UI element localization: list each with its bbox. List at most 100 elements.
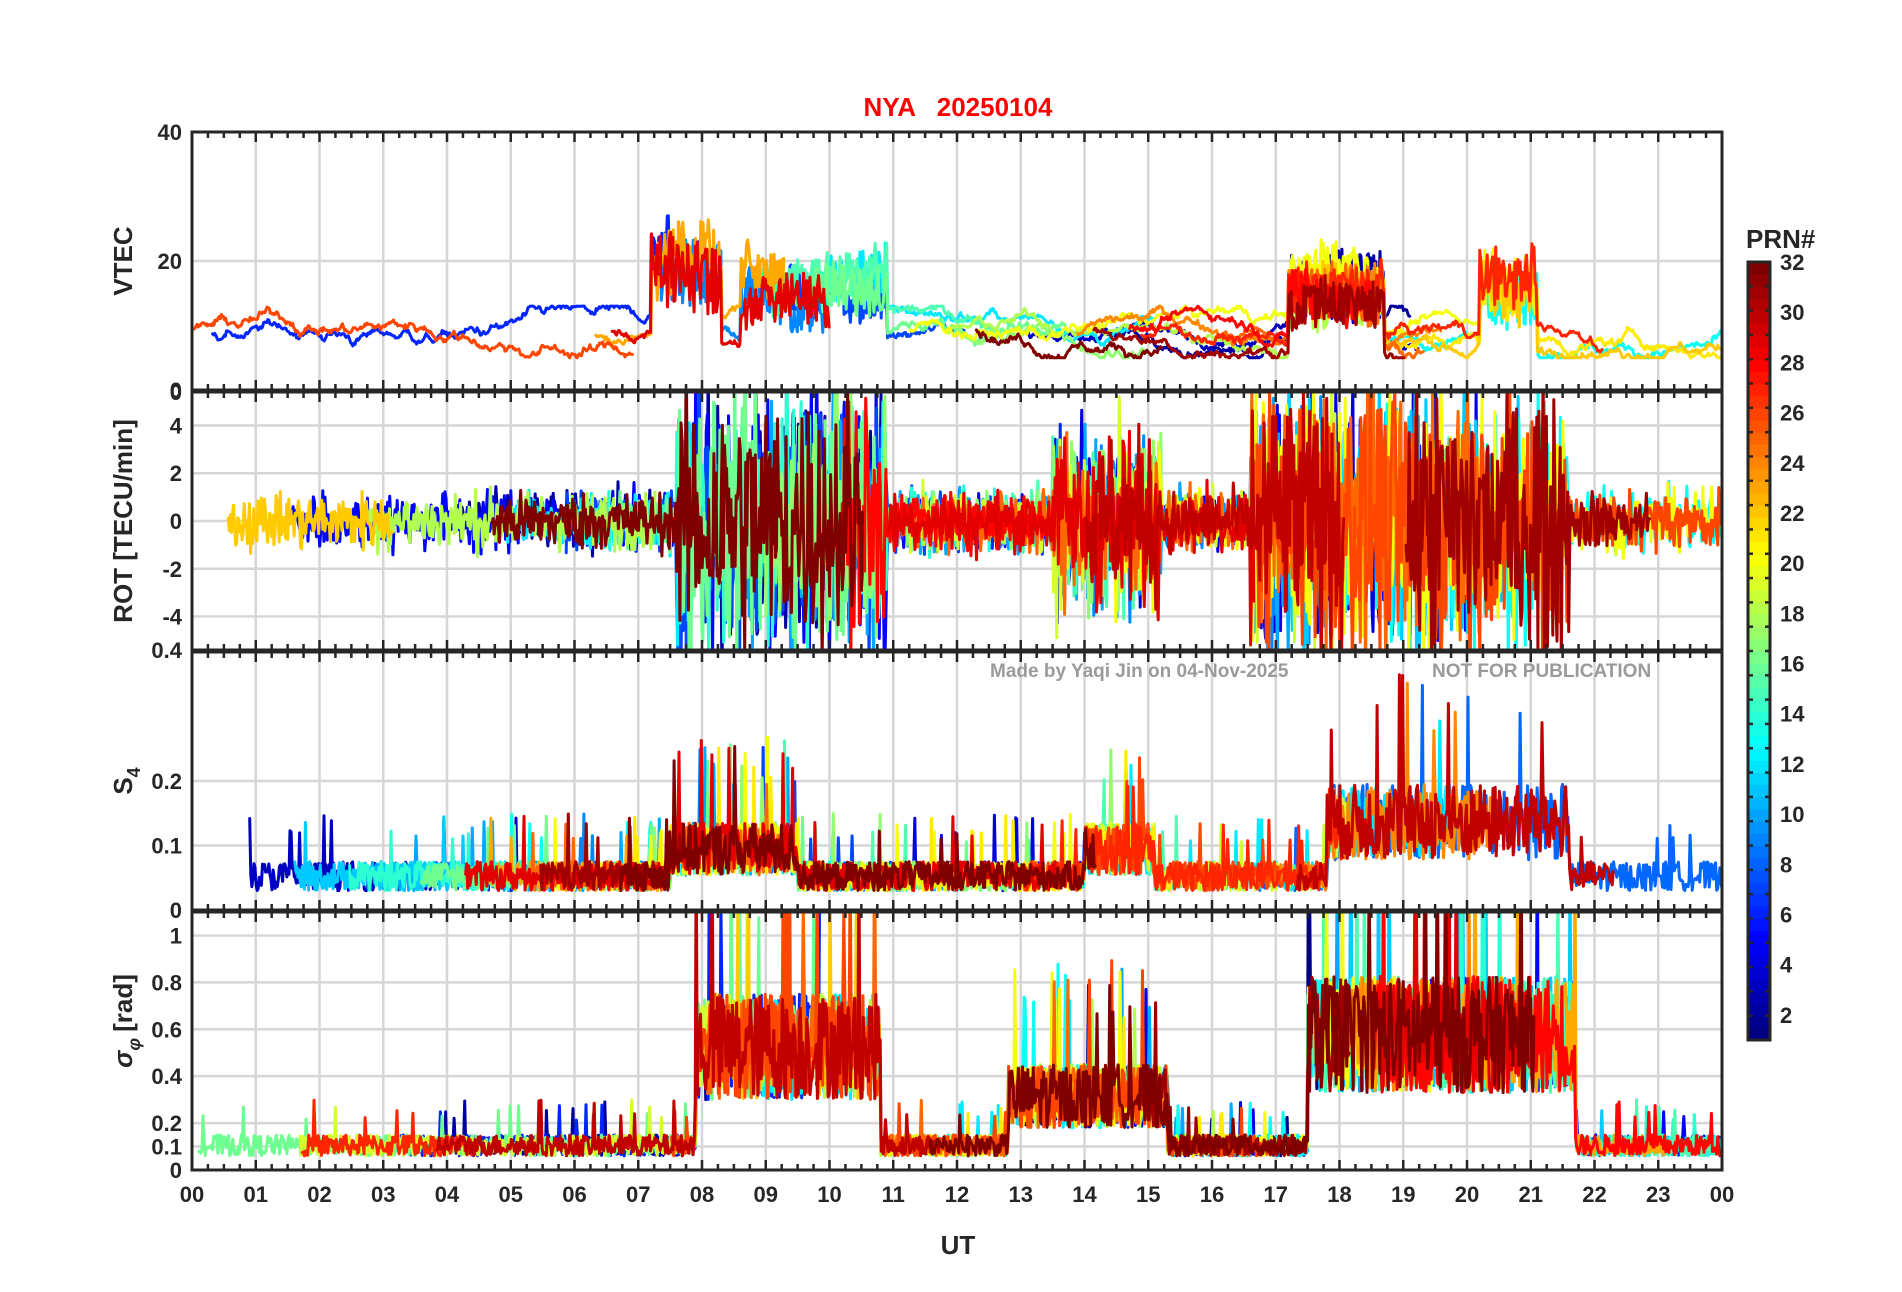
colorbar-segment bbox=[1748, 699, 1770, 713]
s4-prn-30-line bbox=[1294, 673, 1615, 892]
colorbar-segment bbox=[1748, 821, 1770, 834]
x-tick-label: 03 bbox=[371, 1182, 395, 1207]
colorbar-segment bbox=[1748, 906, 1770, 919]
sigma_phi-y-tick-label: 1 bbox=[170, 923, 182, 948]
colorbar-segment bbox=[1748, 505, 1770, 518]
s4-y-tick-label: 0 bbox=[170, 898, 182, 923]
vtec-prn-26-line bbox=[192, 305, 634, 360]
colorbar-segment bbox=[1748, 444, 1770, 457]
x-tick-label: 04 bbox=[435, 1182, 460, 1207]
colorbar-segment bbox=[1748, 991, 1770, 1005]
colorbar-segment bbox=[1748, 322, 1770, 336]
colorbar-segment bbox=[1748, 590, 1770, 603]
colorbar-segment bbox=[1748, 784, 1770, 798]
sigma-phi-y-axis-label: σφ[rad] bbox=[108, 974, 144, 1068]
panel-sigma_phi: 00.10.2 0.4 0.6 0.8 1 σφ[rad] bbox=[108, 910, 1724, 1183]
colorbar-segment bbox=[1748, 262, 1770, 275]
watermark-author: Made by Yaqi Jin on 04-Nov-2025 bbox=[990, 661, 1289, 682]
x-tick-label: 09 bbox=[754, 1182, 778, 1207]
colorbar-tick-label: 24 bbox=[1780, 451, 1805, 476]
colorbar-tick-label: 30 bbox=[1780, 300, 1804, 325]
vtec-y-tick-label: 0 bbox=[170, 378, 182, 403]
colorbar-segment bbox=[1748, 760, 1770, 774]
colorbar-segment bbox=[1748, 614, 1770, 628]
colorbar-tick-label: 4 bbox=[1780, 953, 1793, 978]
s4-y-axis-label: S4 bbox=[108, 767, 144, 794]
colorbar-segment bbox=[1748, 942, 1770, 956]
colorbar-segment bbox=[1748, 930, 1770, 944]
colorbar-tick-label: 12 bbox=[1780, 752, 1804, 777]
s4-prn-32-line bbox=[619, 745, 1097, 892]
x-tick-label: 08 bbox=[690, 1182, 714, 1207]
colorbar-tick-label: 28 bbox=[1780, 350, 1804, 375]
colorbar-segment bbox=[1748, 967, 1770, 980]
x-tick-label: 21 bbox=[1519, 1182, 1543, 1207]
sigma_phi-series-group bbox=[197, 912, 1722, 1158]
colorbar-title: PRN# bbox=[1746, 224, 1816, 254]
colorbar-segment bbox=[1748, 663, 1770, 676]
x-tick-label: 16 bbox=[1200, 1182, 1224, 1207]
rot-y-tick-label: -2 bbox=[162, 557, 182, 582]
colorbar-segment bbox=[1748, 796, 1770, 810]
colorbar-tick-label: 6 bbox=[1780, 903, 1792, 928]
vtec-prn-15-line bbox=[760, 241, 1002, 336]
vtec-series-group bbox=[192, 214, 1722, 360]
colorbar-segment bbox=[1748, 833, 1770, 846]
colorbar-segment bbox=[1748, 371, 1770, 385]
colorbar-segment bbox=[1748, 395, 1770, 409]
panel-rot: 0.4 -4 -2 0 2 4 0 ROT [TECU/min] bbox=[108, 380, 1724, 663]
s4-series-group bbox=[248, 673, 1722, 893]
sigma_phi-y-tick-label: 0 bbox=[170, 1158, 182, 1183]
x-tick-label: 22 bbox=[1582, 1182, 1606, 1207]
colorbar-tick-label: 10 bbox=[1780, 802, 1804, 827]
colorbar-tick-label: 22 bbox=[1780, 501, 1804, 526]
s4-y-tick-label: 0.1 bbox=[151, 834, 182, 859]
x-tick-label: 15 bbox=[1136, 1182, 1160, 1207]
colorbar-segment bbox=[1748, 894, 1770, 907]
colorbar-segment bbox=[1748, 553, 1770, 567]
rot-y-axis-label: ROT [TECU/min] bbox=[108, 419, 138, 623]
colorbar-segment bbox=[1748, 809, 1770, 822]
colorbar-tick-label: 26 bbox=[1780, 401, 1804, 426]
x-tick-label: 06 bbox=[562, 1182, 586, 1207]
x-tick-label: 17 bbox=[1264, 1182, 1288, 1207]
rot-y-tick-label: 4 bbox=[170, 413, 183, 438]
rot-y-tick-label: 2 bbox=[170, 461, 182, 486]
sigma_phi-y-tick-label: 0.1 bbox=[151, 1135, 182, 1160]
rot-y-tick-label: 0 bbox=[170, 509, 182, 534]
colorbar-segment bbox=[1748, 626, 1770, 640]
colorbar-segment bbox=[1748, 675, 1770, 688]
colorbar-segment bbox=[1748, 881, 1770, 895]
colorbar-segment bbox=[1748, 748, 1770, 761]
colorbar-segment bbox=[1748, 651, 1770, 664]
colorbar-tick-label: 20 bbox=[1780, 551, 1804, 576]
vtec-prn-6-line bbox=[211, 214, 673, 348]
colorbar-tick-label: 16 bbox=[1780, 652, 1804, 677]
colorbar-segment bbox=[1748, 286, 1770, 299]
colorbar-segment bbox=[1748, 687, 1770, 701]
colorbar-segment bbox=[1748, 541, 1770, 555]
rot-prn-32-line bbox=[490, 392, 864, 650]
colorbar-tick-label: 14 bbox=[1780, 702, 1805, 727]
colorbar-segment bbox=[1748, 1027, 1770, 1041]
watermark-notice: NOT FOR PUBLICATION bbox=[1432, 661, 1651, 682]
colorbar-segment bbox=[1748, 347, 1770, 360]
sigma_phi-y-tick-label: 0.4 bbox=[151, 1064, 182, 1089]
x-tick-label: 14 bbox=[1072, 1182, 1097, 1207]
colorbar-segment bbox=[1748, 565, 1770, 579]
colorbar-segment bbox=[1748, 918, 1770, 932]
x-tick-label: 19 bbox=[1391, 1182, 1415, 1207]
colorbar-segment bbox=[1748, 723, 1770, 737]
colorbar-segment bbox=[1748, 407, 1770, 421]
sigma_phi-y-tick-label: 0.8 bbox=[151, 970, 182, 995]
sigma_phi-prn-32-line bbox=[928, 912, 1536, 1158]
rot-y-tick-label: -4 bbox=[162, 605, 182, 630]
colorbar-segment bbox=[1748, 1015, 1770, 1029]
panel-s4: 0 0.1 0.2 S4 bbox=[108, 650, 1724, 923]
colorbar-segment bbox=[1748, 772, 1770, 786]
x-tick-label: 07 bbox=[626, 1182, 650, 1207]
watermark: Made by Yaqi Jin on 04-Nov-2025 NOT FOR … bbox=[990, 661, 1651, 682]
rot-prn-29-line bbox=[886, 429, 1256, 647]
x-tick-label: 12 bbox=[945, 1182, 969, 1207]
